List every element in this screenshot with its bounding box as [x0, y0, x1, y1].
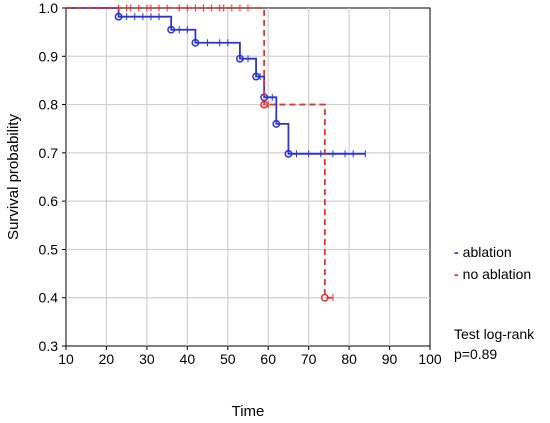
y-tick-label-0.3: 0.3	[39, 338, 59, 354]
x-tick-label-100: 100	[418, 351, 442, 367]
y-tick-label-0.8: 0.8	[39, 97, 59, 113]
test-p-value: p=0.89	[454, 346, 498, 362]
series-no-ablation	[66, 4, 334, 302]
y-tick-label-1.0: 1.0	[39, 0, 59, 16]
x-tick-label-50: 50	[220, 351, 236, 367]
legend-item-ablation: - ablation	[454, 244, 512, 260]
y-tick-label-0.9: 0.9	[39, 48, 59, 64]
test-title: Test log-rank	[454, 326, 535, 342]
x-tick-label-20: 20	[99, 351, 115, 367]
event-point-ablation-6	[272, 119, 281, 128]
event-point-no-ablation-0	[260, 100, 269, 109]
series-layer	[66, 4, 366, 302]
log-rank-test: Test log-rank p=0.89	[454, 324, 534, 364]
event-point-no-ablation-1	[320, 293, 329, 302]
x-tick-label-40: 40	[180, 351, 196, 367]
y-tick-label-0.4: 0.4	[39, 290, 59, 306]
x-tick-label-90: 90	[382, 351, 398, 367]
y-axis-label: Survival probability	[5, 114, 22, 240]
event-point-ablation-3	[235, 54, 244, 63]
x-axis-label: Time	[232, 403, 265, 420]
event-point-ablation-7	[284, 149, 293, 158]
survival-curve-no-ablation	[66, 7, 333, 299]
event-point-ablation-1	[167, 25, 176, 34]
grid-lines	[66, 8, 430, 346]
x-tick-label-10: 10	[58, 351, 74, 367]
event-point-ablation-4	[252, 72, 261, 81]
plot-area	[65, 7, 431, 347]
legend-label-ablation: ablation	[462, 244, 512, 260]
x-axis-ticks: 10 20 30 40 50 60 70 80 90 100	[58, 346, 442, 367]
y-tick-label-0.7: 0.7	[39, 145, 59, 161]
legend-item-no-ablation: - no ablation	[454, 266, 531, 282]
legend-label-no-ablation: no ablation	[462, 266, 532, 282]
y-tick-label-0.5: 0.5	[39, 241, 59, 257]
legend-swatch-ablation: -	[454, 244, 459, 260]
event-point-ablation-0	[114, 12, 123, 21]
y-axis-ticks: 0.3 0.4 0.5 0.6 0.7 0.8 0.9 1.0	[39, 0, 66, 354]
x-tick-label-80: 80	[341, 351, 357, 367]
y-tick-label-0.6: 0.6	[39, 193, 59, 209]
x-tick-label-30: 30	[139, 351, 155, 367]
x-tick-label-70: 70	[301, 351, 317, 367]
x-tick-label-60: 60	[260, 351, 276, 367]
legend-swatch-no-ablation: -	[454, 266, 459, 282]
event-point-ablation-2	[191, 38, 200, 47]
